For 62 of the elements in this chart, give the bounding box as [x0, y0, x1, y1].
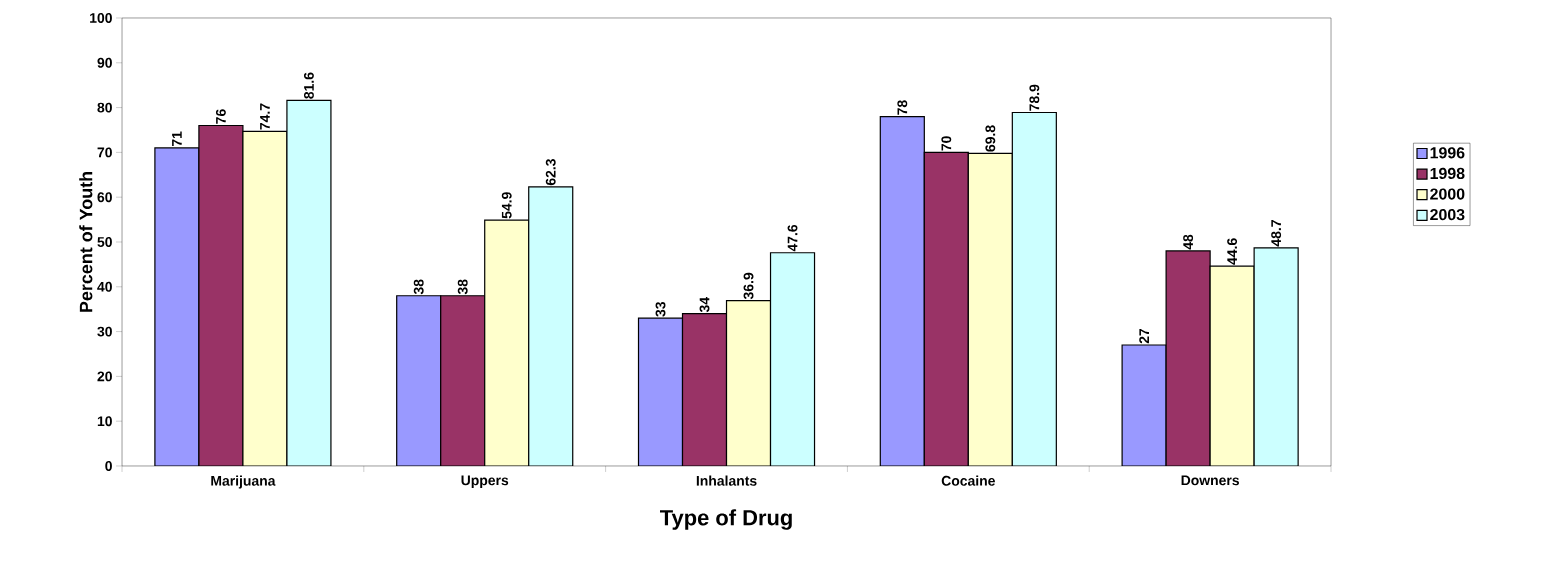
- data-label: 69.8: [985, 125, 996, 152]
- bar: [396, 295, 442, 466]
- data-label: 47.6: [787, 224, 798, 252]
- data-label: 74.7: [260, 103, 270, 130]
- data-label: 36.9: [743, 272, 754, 300]
- legend-label: 2003: [1430, 209, 1465, 221]
- y-axis-title: Percent of Youth: [79, 172, 93, 312]
- x-tick-label: Inhalants: [696, 475, 757, 486]
- data-label: 38: [413, 279, 424, 295]
- bar: [1012, 112, 1057, 466]
- y-tick-label: 0: [105, 461, 112, 471]
- data-label: 71: [172, 131, 182, 147]
- bar: [725, 300, 772, 466]
- bar: [1121, 344, 1167, 466]
- data-label: 34: [699, 297, 710, 313]
- data-label: 70: [941, 136, 952, 151]
- bar: [1165, 250, 1211, 466]
- x-tick-label: Cocaine: [941, 475, 995, 486]
- data-label: 44.6: [1227, 238, 1238, 265]
- data-label: 27: [1139, 328, 1149, 344]
- y-tick-label: 70: [97, 147, 112, 158]
- y-tick-label: 90: [97, 57, 112, 68]
- data-label: 33: [655, 301, 666, 317]
- bar: [154, 147, 200, 466]
- bar: [440, 295, 486, 466]
- legend-label: 2000: [1430, 188, 1465, 200]
- y-tick-label: 40: [97, 281, 112, 292]
- data-label: 78: [897, 100, 908, 115]
- bar: [1209, 265, 1255, 466]
- data-label: 81.6: [303, 72, 314, 99]
- bar: [637, 317, 684, 466]
- data-label: 76: [215, 109, 226, 124]
- bar: [924, 152, 969, 466]
- bar: [681, 313, 728, 466]
- y-tick-label: 10: [97, 416, 112, 427]
- x-tick-label: Uppers: [461, 475, 509, 488]
- y-tick-label: 20: [97, 371, 112, 382]
- x-tick-label: Downers: [1181, 475, 1239, 486]
- data-label: 62.3: [545, 159, 556, 186]
- bar: [198, 124, 244, 466]
- data-label: 48: [1183, 234, 1194, 250]
- bar: [880, 116, 925, 466]
- bar: [286, 99, 332, 466]
- bar: [968, 153, 1013, 466]
- legend-label: 1998: [1430, 167, 1465, 180]
- y-tick-label: 80: [97, 102, 112, 113]
- x-axis-title: Type of Drug: [660, 509, 792, 530]
- y-tick-label: 50: [97, 237, 112, 247]
- data-label: 38: [457, 279, 468, 295]
- bar: [242, 130, 288, 466]
- legend-label: 1996: [1430, 147, 1465, 159]
- data-label: 54.9: [501, 192, 512, 219]
- data-label: 48.7: [1271, 220, 1282, 247]
- bar: [484, 219, 530, 466]
- data-label: 78.9: [1029, 84, 1040, 111]
- bar: [769, 252, 816, 466]
- bar: [1253, 247, 1299, 466]
- y-tick-label: 60: [97, 192, 112, 203]
- x-tick-label: Marijuana: [211, 475, 276, 489]
- bar: [528, 186, 574, 466]
- y-tick-label: 100: [90, 13, 112, 23]
- y-tick-label: 30: [97, 326, 112, 337]
